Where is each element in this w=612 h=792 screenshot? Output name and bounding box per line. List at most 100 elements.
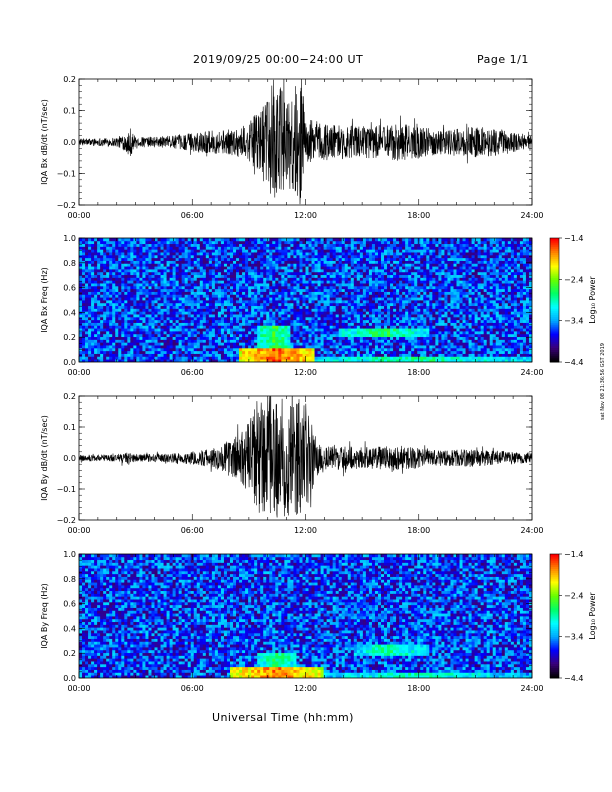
heat-cell [106,285,110,290]
heat-cell [178,345,183,349]
heat-cell [127,300,131,304]
heat-cell [169,288,174,292]
heat-cell [290,252,294,256]
heat-cell [269,333,273,338]
heat-cell [85,263,89,267]
heat-cell [130,350,134,354]
heat-cell [317,333,321,338]
heat-cell [387,316,391,321]
heat-cell [251,314,255,318]
heat-cell [166,280,170,284]
heat-cell [362,260,367,264]
heat-cell [208,294,213,298]
heat-cell [338,339,343,343]
heat-cell [124,288,128,292]
heat-cell [142,277,146,281]
heat-cell [124,297,128,301]
heat-cell [172,308,177,312]
heat-cell [82,294,86,298]
heat-cell [175,274,180,278]
heat-cell [344,277,349,281]
heat-cell [260,331,264,335]
heat-cell [181,257,186,261]
heat-cell [305,246,309,250]
heat-cell [242,302,246,307]
heat-cell [356,288,361,292]
heat-cell [308,254,312,259]
heat-cell [199,350,204,354]
heat-cell [97,280,101,284]
heat-cell [214,240,219,245]
heat-cell [184,316,189,321]
heat-cell [402,359,406,362]
heat-cell [236,243,240,247]
heat-cell [226,322,231,326]
heat-cell [91,359,95,362]
heat-cell [332,277,337,281]
heat-cell [178,319,183,323]
heat-cell [381,350,385,354]
heat-cell [145,238,149,242]
heat-cell [335,342,340,346]
heat-cell [142,308,146,312]
heat-cell [254,314,258,318]
heat-cell [320,302,325,307]
heat-cell [220,252,225,256]
heat-cell [281,285,285,290]
heat-cell [145,300,149,304]
heat-cell [347,271,352,276]
heat-cell [239,288,243,292]
heat-cell [112,359,116,362]
heat-cell [148,238,152,242]
heat-cell [405,260,409,264]
heat-cell [190,252,195,256]
heat-cell [365,246,370,250]
heat-cell [402,294,406,298]
heat-cell [296,266,300,270]
heat-cell [124,277,128,281]
heat-cell [314,263,318,267]
heat-cell [208,240,213,245]
heat-cell [251,339,255,343]
heat-cell [269,353,273,357]
heat-cell [248,277,252,281]
heat-cell [254,322,258,326]
heat-cell [408,271,412,276]
heat-cell [338,283,343,287]
heat-cell [338,300,343,304]
heat-cell [302,316,306,321]
heat-cell [166,336,170,340]
heat-cell [100,322,104,326]
heat-cell [402,260,406,264]
heat-cell [109,336,113,340]
heat-cell [284,316,288,321]
heat-cell [263,305,267,309]
heat-cell [314,350,318,354]
heat-cell [151,300,155,304]
heat-cell [308,347,312,352]
heat-cell [211,345,216,349]
heat-cell [405,305,409,309]
heat-cell [220,277,225,281]
heat-cell [287,297,291,301]
heat-cell [329,345,334,349]
heat-cell [266,240,270,245]
heat-cell [103,350,107,354]
heat-cell [390,249,394,253]
heat-cell [393,300,397,304]
heat-cell [160,254,164,259]
heat-cell [190,243,195,247]
heat-cell [199,305,204,309]
heat-cell [118,336,122,340]
heat-cell [347,339,352,343]
heat-cell [302,336,306,340]
heat-cell [260,311,264,315]
heat-cell [223,246,228,250]
heat-cell [124,342,128,346]
heat-cell [106,311,110,315]
heat-cell [233,359,237,362]
heat-cell [323,240,328,245]
heat-cell [402,246,406,250]
heat-cell [233,297,237,301]
heat-cell [130,257,134,261]
